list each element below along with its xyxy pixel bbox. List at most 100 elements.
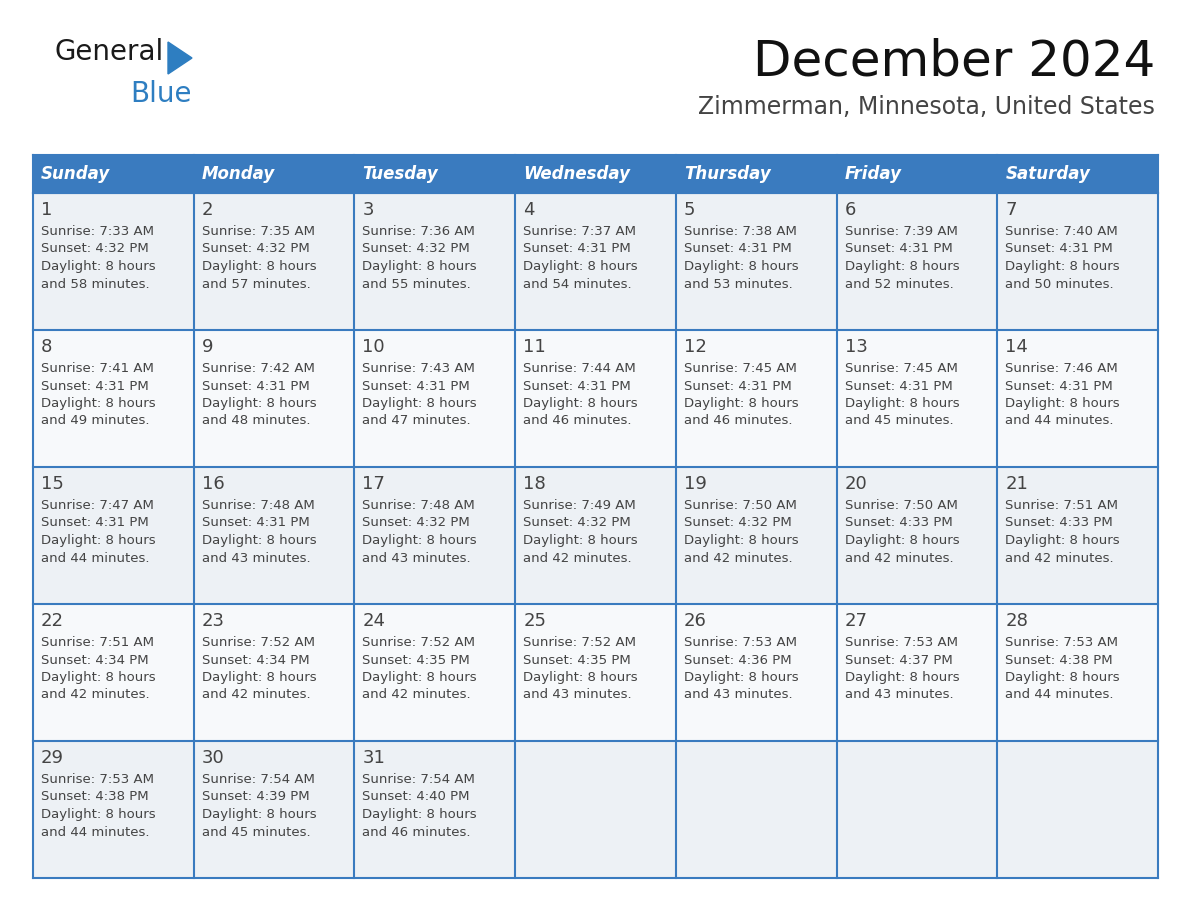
Text: Sunrise: 7:53 AM
Sunset: 4:36 PM
Daylight: 8 hours
and 43 minutes.: Sunrise: 7:53 AM Sunset: 4:36 PM Dayligh… [684, 636, 798, 701]
Text: Sunrise: 7:53 AM
Sunset: 4:38 PM
Daylight: 8 hours
and 44 minutes.: Sunrise: 7:53 AM Sunset: 4:38 PM Dayligh… [1005, 636, 1120, 701]
Text: 5: 5 [684, 201, 695, 219]
Text: 15: 15 [42, 475, 64, 493]
Text: Saturday: Saturday [1005, 165, 1091, 183]
Bar [997, 604, 1158, 741]
Text: 22: 22 [42, 612, 64, 630]
Text: Blue: Blue [129, 80, 191, 108]
Text: Sunrise: 7:52 AM
Sunset: 4:35 PM
Daylight: 8 hours
and 43 minutes.: Sunrise: 7:52 AM Sunset: 4:35 PM Dayligh… [523, 636, 638, 701]
Text: Wednesday: Wednesday [523, 165, 630, 183]
Text: 28: 28 [1005, 612, 1028, 630]
Text: Sunrise: 7:45 AM
Sunset: 4:31 PM
Daylight: 8 hours
and 45 minutes.: Sunrise: 7:45 AM Sunset: 4:31 PM Dayligh… [845, 362, 959, 428]
Text: Tuesday: Tuesday [362, 165, 438, 183]
Text: Sunrise: 7:54 AM
Sunset: 4:39 PM
Daylight: 8 hours
and 45 minutes.: Sunrise: 7:54 AM Sunset: 4:39 PM Dayligh… [202, 773, 316, 838]
Bar [354, 741, 516, 878]
Bar [194, 155, 354, 193]
Text: 10: 10 [362, 338, 385, 356]
Bar [516, 467, 676, 604]
Text: Sunrise: 7:53 AM
Sunset: 4:38 PM
Daylight: 8 hours
and 44 minutes.: Sunrise: 7:53 AM Sunset: 4:38 PM Dayligh… [42, 773, 156, 838]
Bar [194, 467, 354, 604]
Text: 21: 21 [1005, 475, 1028, 493]
Text: Sunrise: 7:54 AM
Sunset: 4:40 PM
Daylight: 8 hours
and 46 minutes.: Sunrise: 7:54 AM Sunset: 4:40 PM Dayligh… [362, 773, 478, 838]
Text: 26: 26 [684, 612, 707, 630]
Text: Sunrise: 7:45 AM
Sunset: 4:31 PM
Daylight: 8 hours
and 46 minutes.: Sunrise: 7:45 AM Sunset: 4:31 PM Dayligh… [684, 362, 798, 428]
Text: Sunrise: 7:46 AM
Sunset: 4:31 PM
Daylight: 8 hours
and 44 minutes.: Sunrise: 7:46 AM Sunset: 4:31 PM Dayligh… [1005, 362, 1120, 428]
Text: Sunrise: 7:47 AM
Sunset: 4:31 PM
Daylight: 8 hours
and 44 minutes.: Sunrise: 7:47 AM Sunset: 4:31 PM Dayligh… [42, 499, 156, 565]
Text: Sunrise: 7:36 AM
Sunset: 4:32 PM
Daylight: 8 hours
and 55 minutes.: Sunrise: 7:36 AM Sunset: 4:32 PM Dayligh… [362, 225, 478, 290]
Text: 16: 16 [202, 475, 225, 493]
Bar [997, 193, 1158, 330]
Text: 23: 23 [202, 612, 225, 630]
Text: Sunrise: 7:39 AM
Sunset: 4:31 PM
Daylight: 8 hours
and 52 minutes.: Sunrise: 7:39 AM Sunset: 4:31 PM Dayligh… [845, 225, 959, 290]
Text: 27: 27 [845, 612, 867, 630]
Text: 1: 1 [42, 201, 52, 219]
Text: 7: 7 [1005, 201, 1017, 219]
Text: Sunrise: 7:50 AM
Sunset: 4:32 PM
Daylight: 8 hours
and 42 minutes.: Sunrise: 7:50 AM Sunset: 4:32 PM Dayligh… [684, 499, 798, 565]
Text: Sunrise: 7:41 AM
Sunset: 4:31 PM
Daylight: 8 hours
and 49 minutes.: Sunrise: 7:41 AM Sunset: 4:31 PM Dayligh… [42, 362, 156, 428]
Text: Sunrise: 7:35 AM
Sunset: 4:32 PM
Daylight: 8 hours
and 57 minutes.: Sunrise: 7:35 AM Sunset: 4:32 PM Dayligh… [202, 225, 316, 290]
Bar [676, 193, 836, 330]
Text: 9: 9 [202, 338, 213, 356]
Text: Sunrise: 7:40 AM
Sunset: 4:31 PM
Daylight: 8 hours
and 50 minutes.: Sunrise: 7:40 AM Sunset: 4:31 PM Dayligh… [1005, 225, 1120, 290]
Text: 11: 11 [523, 338, 546, 356]
Text: 19: 19 [684, 475, 707, 493]
Text: 3: 3 [362, 201, 374, 219]
Bar [33, 604, 194, 741]
Text: 31: 31 [362, 749, 385, 767]
Text: Sunrise: 7:42 AM
Sunset: 4:31 PM
Daylight: 8 hours
and 48 minutes.: Sunrise: 7:42 AM Sunset: 4:31 PM Dayligh… [202, 362, 316, 428]
Bar [516, 741, 676, 878]
Text: 25: 25 [523, 612, 546, 630]
Bar [33, 155, 194, 193]
Text: 13: 13 [845, 338, 867, 356]
Bar [194, 741, 354, 878]
Bar [354, 330, 516, 467]
Bar [33, 193, 194, 330]
Text: Sunrise: 7:38 AM
Sunset: 4:31 PM
Daylight: 8 hours
and 53 minutes.: Sunrise: 7:38 AM Sunset: 4:31 PM Dayligh… [684, 225, 798, 290]
Text: 2: 2 [202, 201, 213, 219]
Text: Sunrise: 7:48 AM
Sunset: 4:31 PM
Daylight: 8 hours
and 43 minutes.: Sunrise: 7:48 AM Sunset: 4:31 PM Dayligh… [202, 499, 316, 565]
Text: 14: 14 [1005, 338, 1028, 356]
Bar [676, 741, 836, 878]
Bar [836, 155, 997, 193]
Text: 20: 20 [845, 475, 867, 493]
Bar [516, 604, 676, 741]
Text: 6: 6 [845, 201, 855, 219]
Polygon shape [168, 42, 192, 74]
Text: General: General [55, 38, 164, 66]
Text: Zimmerman, Minnesota, United States: Zimmerman, Minnesota, United States [699, 95, 1155, 119]
Bar [836, 741, 997, 878]
Bar [33, 741, 194, 878]
Text: Monday: Monday [202, 165, 274, 183]
Bar [997, 467, 1158, 604]
Bar [194, 604, 354, 741]
Text: Sunrise: 7:33 AM
Sunset: 4:32 PM
Daylight: 8 hours
and 58 minutes.: Sunrise: 7:33 AM Sunset: 4:32 PM Dayligh… [42, 225, 156, 290]
Bar [354, 467, 516, 604]
Text: December 2024: December 2024 [753, 38, 1155, 86]
Bar [676, 330, 836, 467]
Text: Sunrise: 7:49 AM
Sunset: 4:32 PM
Daylight: 8 hours
and 42 minutes.: Sunrise: 7:49 AM Sunset: 4:32 PM Dayligh… [523, 499, 638, 565]
Text: Sunrise: 7:37 AM
Sunset: 4:31 PM
Daylight: 8 hours
and 54 minutes.: Sunrise: 7:37 AM Sunset: 4:31 PM Dayligh… [523, 225, 638, 290]
Text: 4: 4 [523, 201, 535, 219]
Bar [836, 604, 997, 741]
Bar [676, 604, 836, 741]
Text: Friday: Friday [845, 165, 902, 183]
Bar [997, 155, 1158, 193]
Text: 8: 8 [42, 338, 52, 356]
Text: Sunrise: 7:52 AM
Sunset: 4:35 PM
Daylight: 8 hours
and 42 minutes.: Sunrise: 7:52 AM Sunset: 4:35 PM Dayligh… [362, 636, 478, 701]
Text: 18: 18 [523, 475, 546, 493]
Bar [836, 330, 997, 467]
Text: 17: 17 [362, 475, 385, 493]
Bar [676, 155, 836, 193]
Text: 24: 24 [362, 612, 385, 630]
Bar [33, 330, 194, 467]
Text: Thursday: Thursday [684, 165, 771, 183]
Bar [836, 193, 997, 330]
Bar [997, 330, 1158, 467]
Text: Sunrise: 7:52 AM
Sunset: 4:34 PM
Daylight: 8 hours
and 42 minutes.: Sunrise: 7:52 AM Sunset: 4:34 PM Dayligh… [202, 636, 316, 701]
Bar [194, 193, 354, 330]
Text: 12: 12 [684, 338, 707, 356]
Bar [354, 604, 516, 741]
Bar [33, 467, 194, 604]
Bar [194, 330, 354, 467]
Bar [516, 330, 676, 467]
Bar [354, 193, 516, 330]
